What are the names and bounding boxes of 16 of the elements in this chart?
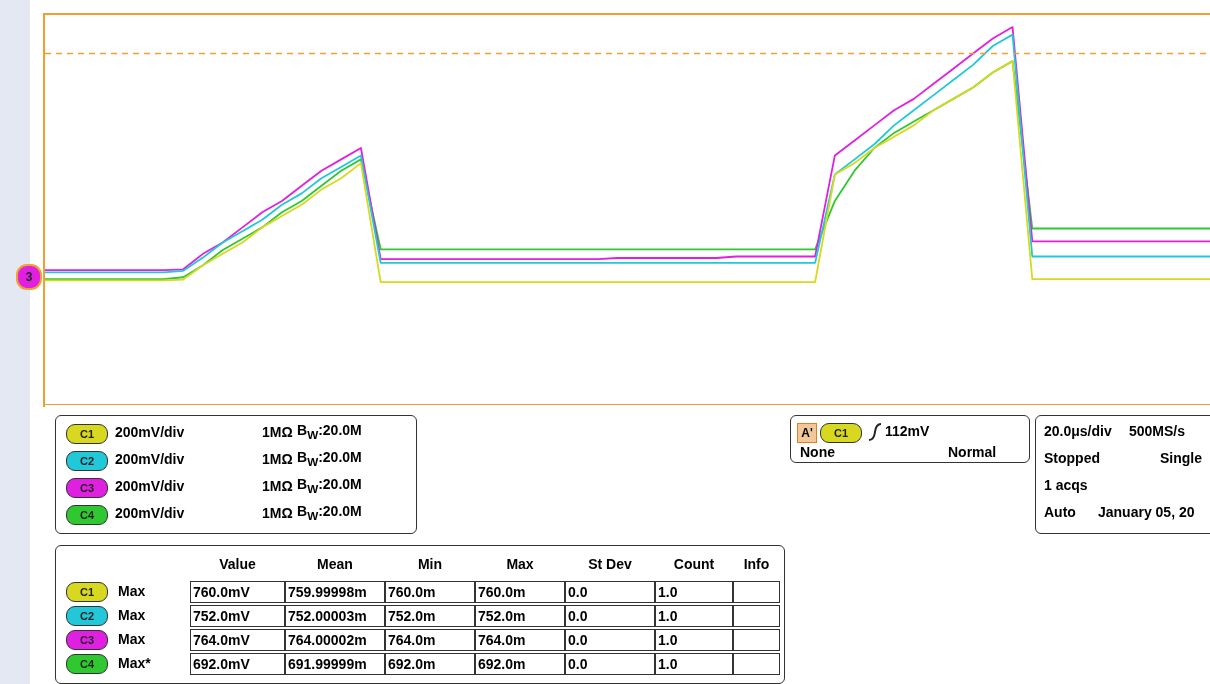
text: C4 Max* 692.0mV 691.99999m 692.0m 692.0m 0.0 1.0 [79,655,678,672]
text: C4 200mV/div 1MΩ B$_{W}$:20.0M [79,503,362,522]
text: Stopped Single [1044,450,1203,466]
text: C3 200mV/div 1MΩ B$_{W}$:20.0M [79,476,362,495]
text: 20.0μs/div 500MS/s [1044,423,1186,439]
text: A' C1 112mV [801,423,930,440]
text: C2 200mV/div 1MΩ B$_{W}$:20.0M [79,449,362,468]
text: 1 acqs [1044,477,1088,493]
text: Value Mean Min Max St Dev Count Info [219,556,770,572]
text: 3 [16,264,42,290]
text: C3 Max 764.0mV 764.00002m 764.0m 764.0m 0.0 1.0 [79,631,678,648]
text: C1 Max 760.0mV 759.99998m 760.0m 760.0m 0.0 1.0 [79,583,678,600]
text: Auto January 05, 20 [1044,504,1195,520]
text: C2 Max 752.0mV 752.00003m 752.0m 752.0m 0.0 1.0 [79,607,678,624]
text: None Normal [800,444,997,460]
text: C1 200mV/div 1MΩ B$_{W}$:20.0M [79,422,362,441]
